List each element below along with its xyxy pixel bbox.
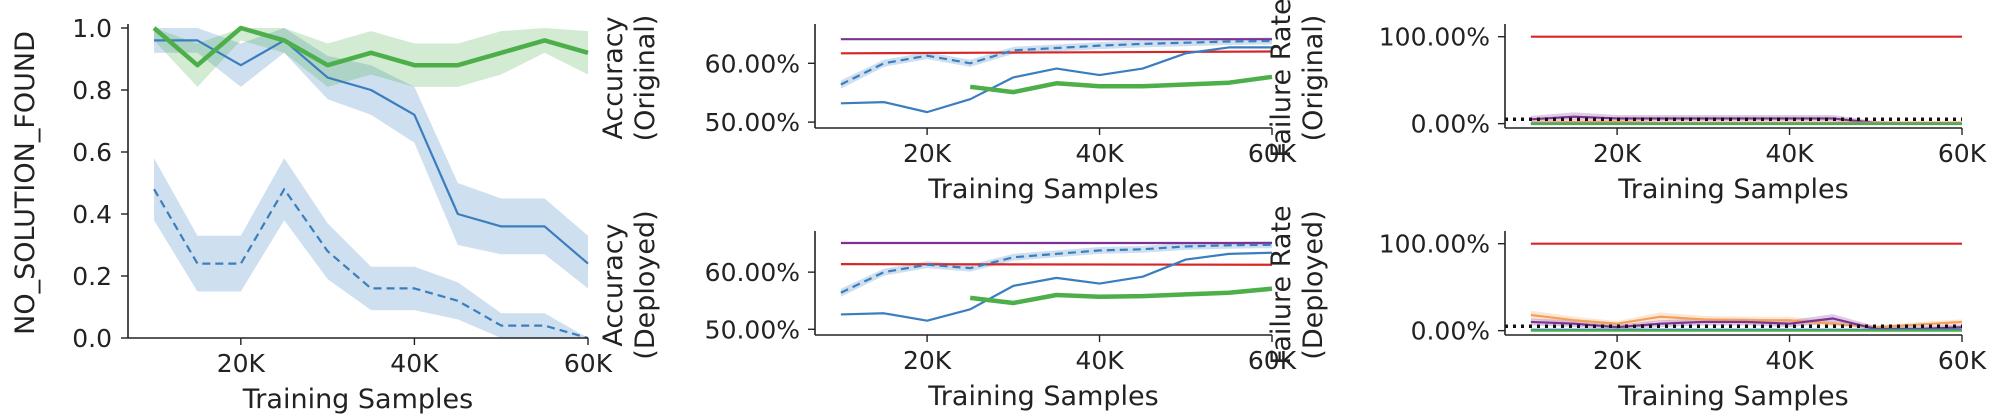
x-tick-label: 60K [1248,346,1297,375]
y-axis-label: Failure Rate [1266,205,1297,364]
x-tick-label: 60K [564,349,613,378]
series-line [153,188,589,339]
x-tick-label: 60K [1938,139,1987,168]
y-tick-label: 0.00% [1411,317,1490,346]
x-tick-label: 40K [390,349,439,378]
x-tick-label: 40K [1075,346,1124,375]
x-tick-label: 20K [1593,346,1642,375]
series-line [840,251,1273,322]
y-axis-label: Failure Rate [1266,0,1297,158]
y-tick-label: 60.00% [705,49,800,78]
x-tick-label: 40K [1765,346,1814,375]
y-axis-label: (Deployed) [630,210,661,359]
series-line [840,263,1273,266]
plot-area [840,241,1273,322]
subplot-p3: 20K 40K 60K 0.00% 100.00% Training Samples Fai… [1266,0,1987,205]
x-axis-label: Training Samples [927,381,1158,412]
x-tick-label: 20K [903,346,952,375]
subplot-p4: 20K 40K 60K 50.00% 60.00% Training Samples Acc… [598,210,1297,412]
series-line [969,286,1273,306]
x-axis-label: Training Samples [927,174,1158,205]
x-tick-label: 40K [1765,139,1814,168]
y-tick-label: 0.0 [72,324,112,353]
y-axis-label: Accuracy [598,223,629,346]
y-tick-label: 0.4 [72,200,112,229]
plot-area [1505,35,1962,126]
x-tick-label: 20K [217,349,266,378]
subplot-p5: 20K 40K 60K 0.00% 100.00% Training Samples Fai… [1266,205,1987,412]
series-line [969,74,1273,95]
series-line [840,243,1273,294]
x-tick-label: 60K [1938,346,1987,375]
y-axis-label: (Deployed) [1298,210,1329,359]
series-line [154,39,589,265]
y-tick-label: 100.00% [1379,230,1490,259]
y-tick-label: 100.00% [1379,23,1490,52]
y-axis-label: NO_SOLUTION_FOUND [10,31,41,335]
plot-area [152,25,589,339]
y-axis-label: Accuracy [598,16,629,139]
y-tick-label: 60.00% [705,258,800,287]
series-line [152,25,589,68]
x-axis-label: Training Samples [1617,174,1848,205]
confidence-band [154,28,589,87]
subplot-p2: 20K 40K 60K 50.00% 60.00% Training Samples Acc… [598,15,1297,205]
series-line [840,39,1273,86]
confidence-band [840,241,1272,297]
y-tick-label: 0.8 [72,76,112,105]
y-tick-label: 0.2 [72,262,112,291]
y-axis-label: (Original) [630,15,661,142]
y-tick-label: 0.6 [72,138,112,167]
confidence-band [154,28,589,289]
y-tick-label: 50.00% [705,108,800,137]
plot-area [840,37,1273,114]
x-axis-label: Training Samples [242,384,473,415]
series-line [840,50,1273,55]
confidence-band [154,158,589,338]
y-tick-label: 0.00% [1411,110,1490,139]
subplot-p1: 20K 40K 60K 0.0 0.2 0.4 0.6 0.8 1.0 Training Samp… [10,14,613,415]
y-tick-label: 1.0 [72,14,112,43]
plot-area [1505,242,1963,332]
x-tick-label: 40K [1075,139,1124,168]
confidence-band [840,37,1272,89]
x-tick-label: 60K [1248,139,1297,168]
x-tick-label: 20K [1593,139,1642,168]
x-tick-label: 20K [903,139,952,168]
series-line [840,46,1272,114]
x-axis-label: Training Samples [1617,381,1848,412]
y-axis-label: (Original) [1298,15,1329,142]
y-tick-label: 50.00% [705,315,800,344]
